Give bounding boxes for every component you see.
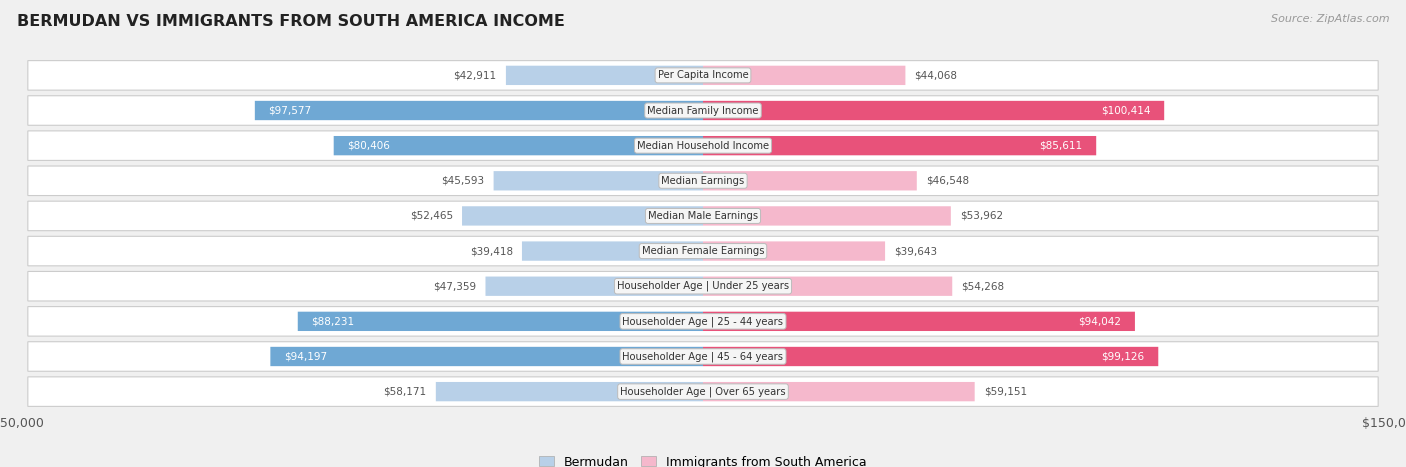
Text: $85,611: $85,611: [1039, 141, 1083, 151]
Legend: Bermudan, Immigrants from South America: Bermudan, Immigrants from South America: [538, 456, 868, 467]
FancyBboxPatch shape: [28, 131, 1378, 160]
Text: $44,068: $44,068: [914, 71, 957, 80]
FancyBboxPatch shape: [506, 66, 703, 85]
Text: $42,911: $42,911: [454, 71, 496, 80]
FancyBboxPatch shape: [28, 96, 1378, 125]
FancyBboxPatch shape: [28, 61, 1378, 90]
FancyBboxPatch shape: [703, 66, 905, 85]
FancyBboxPatch shape: [703, 136, 1097, 156]
Text: $54,268: $54,268: [962, 281, 1004, 291]
Text: $39,643: $39,643: [894, 246, 938, 256]
Text: $59,151: $59,151: [984, 387, 1026, 396]
Text: Median Earnings: Median Earnings: [661, 176, 745, 186]
FancyBboxPatch shape: [703, 206, 950, 226]
Text: Householder Age | Over 65 years: Householder Age | Over 65 years: [620, 386, 786, 397]
Text: $100,414: $100,414: [1101, 106, 1150, 115]
Text: $39,418: $39,418: [470, 246, 513, 256]
Text: $53,962: $53,962: [960, 211, 1002, 221]
Text: Median Household Income: Median Household Income: [637, 141, 769, 151]
Text: $80,406: $80,406: [347, 141, 391, 151]
Text: $94,042: $94,042: [1078, 316, 1121, 326]
FancyBboxPatch shape: [270, 347, 703, 366]
Text: $88,231: $88,231: [312, 316, 354, 326]
Text: Median Female Earnings: Median Female Earnings: [641, 246, 765, 256]
Text: $47,359: $47,359: [433, 281, 477, 291]
FancyBboxPatch shape: [703, 171, 917, 191]
Text: Median Family Income: Median Family Income: [647, 106, 759, 115]
Text: Householder Age | 25 - 44 years: Householder Age | 25 - 44 years: [623, 316, 783, 326]
Text: $94,197: $94,197: [284, 352, 328, 361]
FancyBboxPatch shape: [436, 382, 703, 401]
FancyBboxPatch shape: [28, 166, 1378, 196]
FancyBboxPatch shape: [703, 347, 1159, 366]
FancyBboxPatch shape: [254, 101, 703, 120]
Text: Householder Age | Under 25 years: Householder Age | Under 25 years: [617, 281, 789, 291]
Text: $52,465: $52,465: [409, 211, 453, 221]
FancyBboxPatch shape: [494, 171, 703, 191]
FancyBboxPatch shape: [28, 236, 1378, 266]
Text: $58,171: $58,171: [384, 387, 426, 396]
Text: Median Male Earnings: Median Male Earnings: [648, 211, 758, 221]
Text: $46,548: $46,548: [927, 176, 969, 186]
FancyBboxPatch shape: [703, 382, 974, 401]
FancyBboxPatch shape: [485, 276, 703, 296]
FancyBboxPatch shape: [28, 271, 1378, 301]
Text: Per Capita Income: Per Capita Income: [658, 71, 748, 80]
Text: Householder Age | 45 - 64 years: Householder Age | 45 - 64 years: [623, 351, 783, 362]
FancyBboxPatch shape: [28, 377, 1378, 406]
FancyBboxPatch shape: [28, 201, 1378, 231]
Text: BERMUDAN VS IMMIGRANTS FROM SOUTH AMERICA INCOME: BERMUDAN VS IMMIGRANTS FROM SOUTH AMERIC…: [17, 14, 565, 29]
Text: Source: ZipAtlas.com: Source: ZipAtlas.com: [1271, 14, 1389, 24]
FancyBboxPatch shape: [463, 206, 703, 226]
Text: $99,126: $99,126: [1101, 352, 1144, 361]
FancyBboxPatch shape: [28, 307, 1378, 336]
FancyBboxPatch shape: [28, 342, 1378, 371]
FancyBboxPatch shape: [703, 101, 1164, 120]
FancyBboxPatch shape: [703, 276, 952, 296]
FancyBboxPatch shape: [298, 311, 703, 331]
Text: $45,593: $45,593: [441, 176, 485, 186]
FancyBboxPatch shape: [703, 241, 886, 261]
FancyBboxPatch shape: [703, 311, 1135, 331]
FancyBboxPatch shape: [333, 136, 703, 156]
Text: $97,577: $97,577: [269, 106, 312, 115]
FancyBboxPatch shape: [522, 241, 703, 261]
